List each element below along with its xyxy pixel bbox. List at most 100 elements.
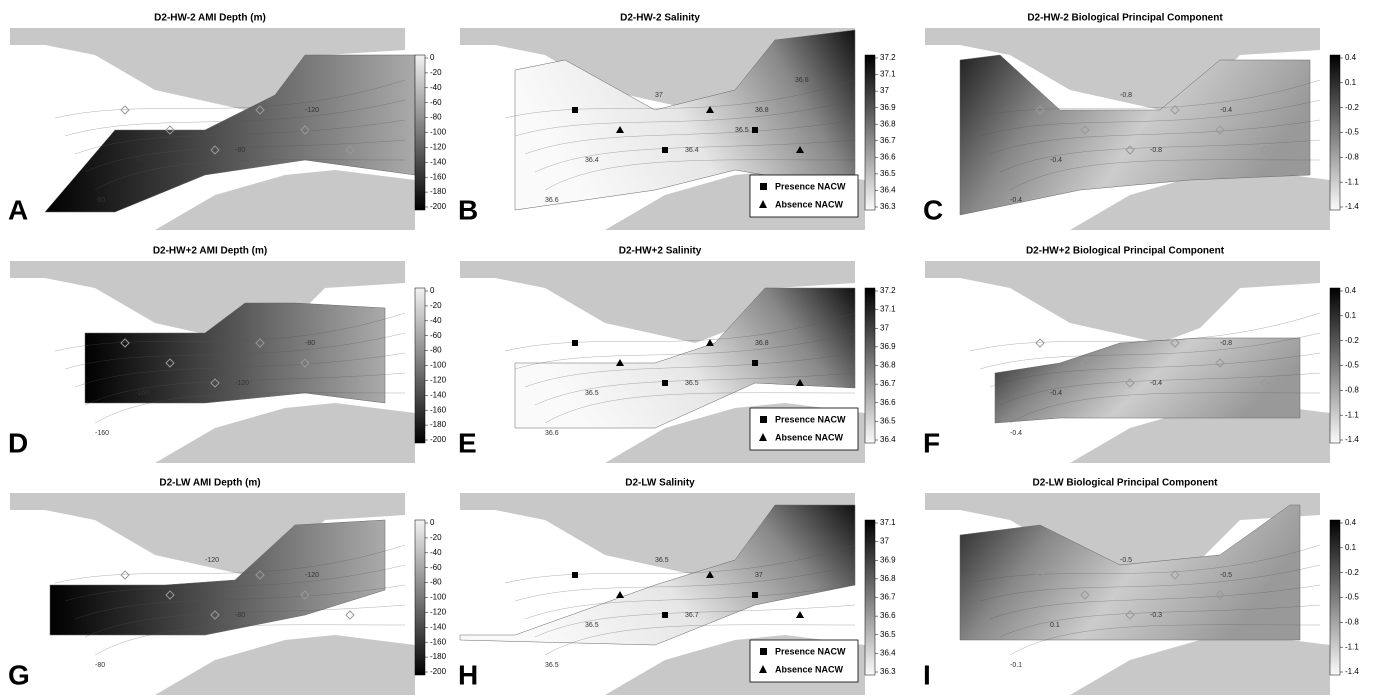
colorbar-label: -160 [430, 172, 447, 181]
colorbar-label: -160 [430, 405, 447, 414]
station [120, 338, 130, 348]
contour-label: -60 [135, 157, 145, 164]
contour-line [999, 604, 1321, 638]
colorbar-label: -1.4 [1345, 667, 1359, 676]
panel: D2-HW-2 AMI Depth (m) -60 -60 -80 -120 0 -20 -4… [8, 13, 447, 230]
colorbar-label: 0.4 [1345, 286, 1357, 295]
colorbar-label: -0.5 [1345, 593, 1359, 602]
legend-label: Absence NACW [775, 664, 844, 674]
land [925, 28, 1320, 110]
colorbar-label: -0.5 [1345, 128, 1359, 137]
contour-label: -0.3 [1150, 612, 1162, 619]
contour-label: -0.8 [1220, 340, 1232, 347]
legend-square [760, 416, 767, 423]
contour-line [544, 159, 856, 191]
colorbar-label: 0.4 [1345, 53, 1357, 62]
panel-letter: G [8, 659, 30, 690]
colorbar-label: 0.4 [1345, 518, 1357, 527]
station [210, 610, 220, 620]
colorbar-label: -100 [430, 361, 447, 370]
colorbar-label: -140 [430, 622, 447, 631]
station [662, 147, 668, 153]
contour-label: 36.8 [755, 107, 769, 114]
contour-label: -120 [205, 557, 219, 564]
panel: D2-HW-2 Salinity 36.4 36.6 36.4 36.8 37 36.5 36… [458, 13, 896, 230]
colorbar-label: 36.9 [880, 342, 896, 351]
colorbar-label: -1.1 [1345, 642, 1359, 651]
contour-label: -80 [305, 340, 315, 347]
contour-label: 36.5 [585, 390, 599, 397]
colorbar-label: 0 [430, 53, 435, 62]
contour-line [1009, 159, 1321, 191]
colorbar-label: -100 [430, 128, 447, 137]
station [300, 590, 310, 600]
colorbar-label: -200 [430, 202, 447, 211]
legend-square [760, 648, 767, 655]
panel: D2-HW+2 AMI Depth (m) -160 -160 -120 -80 0 -20… [8, 246, 447, 463]
legend-label: Presence NACW [775, 181, 846, 191]
colorbar-label: 36.9 [880, 555, 896, 564]
station [1125, 145, 1135, 155]
station [796, 379, 804, 386]
contour-line [989, 584, 1321, 620]
colorbar-label: -80 [430, 578, 442, 587]
contour-label: 0.1 [1050, 622, 1060, 629]
station [572, 340, 578, 346]
colorbar-label: 36.7 [880, 136, 896, 145]
colorbar-label: 36.5 [880, 416, 896, 425]
colorbar-label: 0.1 [1345, 543, 1357, 552]
colorbar-label: -120 [430, 143, 447, 152]
contour-label: 36.6 [795, 77, 809, 84]
land [10, 493, 405, 575]
legend-label: Absence NACW [775, 199, 844, 209]
contour-label: 36.6 [545, 197, 559, 204]
contour-line [504, 312, 856, 352]
panel-letter: H [458, 659, 478, 690]
colorbar-label: 37.1 [880, 305, 896, 314]
station [616, 359, 624, 366]
contour-label: 36.4 [685, 147, 699, 154]
contour-line [544, 392, 856, 424]
contour-label: -0.1 [1010, 662, 1022, 669]
legend-box [749, 174, 859, 218]
contour-line [74, 352, 406, 388]
contour-label: -80 [95, 662, 105, 669]
contour-line [989, 119, 1321, 155]
legend-triangle [759, 665, 767, 673]
colorbar-label: -60 [430, 563, 442, 572]
colorbar-label: -160 [430, 637, 447, 646]
colorbar-label: -20 [430, 68, 442, 77]
contour-label: -0.4 [1050, 390, 1062, 397]
station [1125, 610, 1135, 620]
data-region [514, 287, 856, 429]
station [345, 145, 355, 155]
colorbar-label: -0.5 [1345, 361, 1359, 370]
contour-label: 36.6 [545, 430, 559, 437]
colorbar-label: -20 [430, 533, 442, 542]
station [706, 339, 714, 346]
colorbar-label: 36.3 [880, 667, 896, 676]
panel: D2-LW Salinity 36.5 36.5 36.7 37 36.5 37.1 37 36… [458, 478, 896, 695]
colorbar-label: -1.4 [1345, 202, 1359, 211]
contour-label: 36.4 [585, 157, 599, 164]
station [1260, 145, 1270, 155]
legend-label: Absence NACW [775, 432, 844, 442]
station [1215, 358, 1225, 368]
contour-label: -80 [235, 147, 245, 154]
colorbar-label: 37 [880, 323, 889, 332]
panel-letter: D [8, 427, 28, 458]
contour-label: -0.8 [1120, 92, 1132, 99]
colorbar-label: -0.8 [1345, 385, 1359, 394]
colorbar-label: -180 [430, 187, 447, 196]
colorbar-label: -20 [430, 301, 442, 310]
contour-line [84, 372, 406, 406]
contour-line [544, 624, 856, 656]
legend-box [749, 407, 859, 451]
data-region [959, 504, 1301, 641]
station [706, 106, 714, 113]
land [1070, 170, 1330, 230]
contour-line [969, 312, 1321, 352]
panel-title: D2-LW Biological Principal Component [1032, 478, 1218, 489]
contour-line [514, 332, 856, 370]
station [1170, 105, 1180, 115]
